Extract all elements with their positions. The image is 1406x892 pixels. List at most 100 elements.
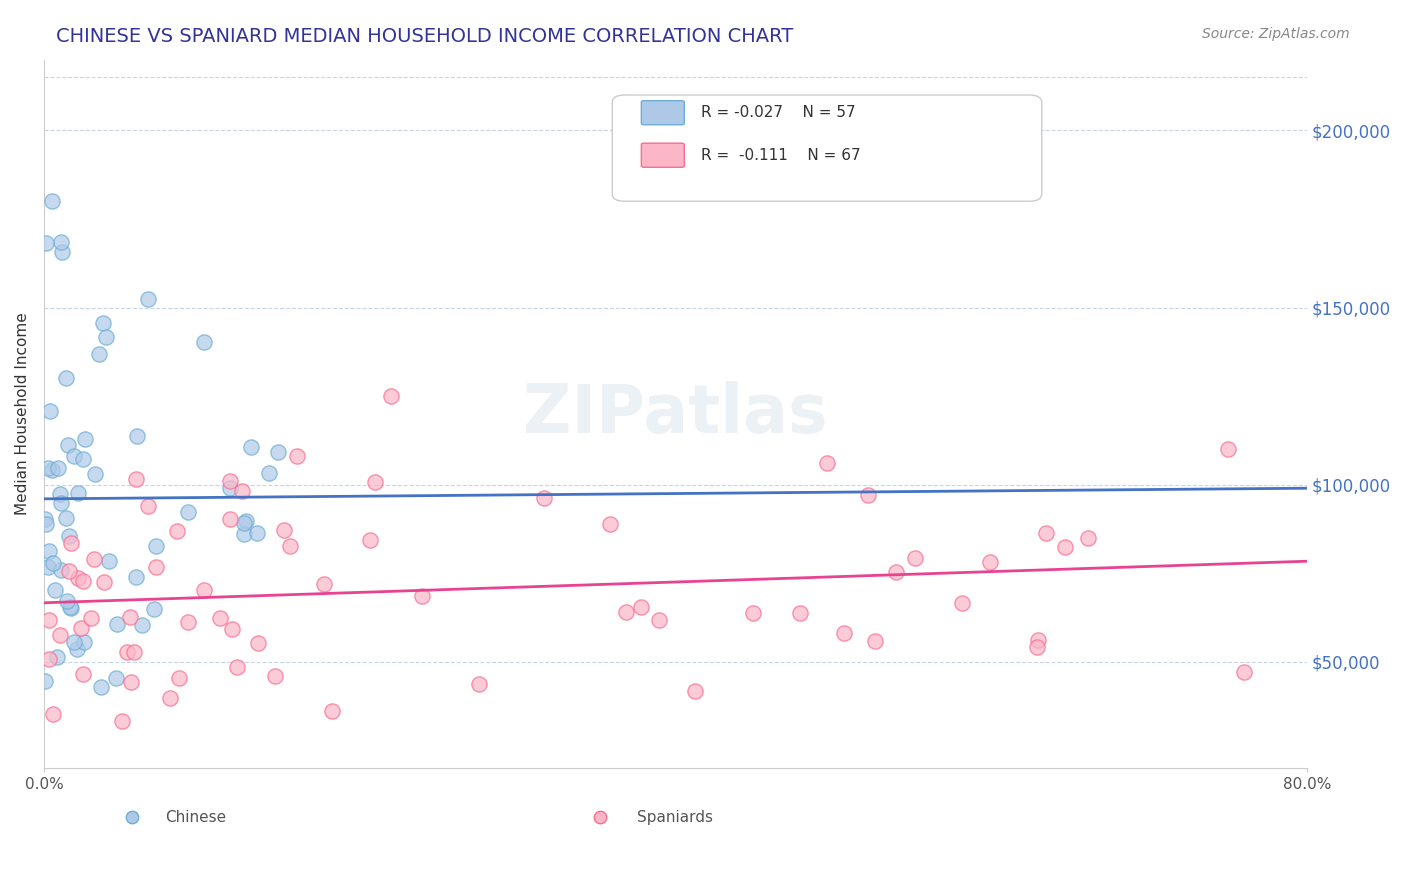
Point — [44, 583, 66, 598]
Point — [67, 571, 90, 585]
Text: Source: ZipAtlas.com: Source: ZipAtlas.com — [1202, 27, 1350, 41]
Point — [75, 432, 97, 446]
Point — [56, 438, 79, 452]
Point — [49, 487, 72, 501]
Point — [41, 194, 63, 209]
Point — [789, 606, 811, 620]
Point — [193, 582, 215, 597]
FancyBboxPatch shape — [641, 101, 685, 125]
Point — [51, 245, 73, 260]
Text: Spaniards: Spaniards — [637, 810, 713, 825]
Point — [264, 669, 287, 683]
Point — [219, 481, 242, 495]
Point — [55, 511, 77, 525]
Point — [169, 671, 191, 685]
Point — [1233, 665, 1256, 680]
Point — [166, 524, 188, 539]
Point — [193, 334, 215, 349]
Point — [815, 456, 838, 470]
Point — [904, 551, 927, 566]
Point — [55, 594, 77, 608]
Point — [83, 552, 105, 566]
Point — [411, 589, 433, 603]
Point — [321, 704, 343, 718]
Point — [232, 526, 254, 541]
Point — [225, 660, 247, 674]
Point — [648, 614, 671, 628]
Point — [39, 404, 62, 418]
Point — [240, 440, 263, 454]
Point — [143, 602, 166, 616]
Point — [208, 611, 231, 625]
Point — [125, 472, 148, 486]
Text: ZIPatlas: ZIPatlas — [523, 381, 828, 447]
Point — [221, 622, 243, 636]
Point — [145, 560, 167, 574]
Point — [742, 607, 765, 621]
Point — [233, 516, 256, 530]
Point — [72, 574, 94, 588]
Point — [90, 680, 112, 694]
Point — [55, 371, 77, 385]
Point — [950, 597, 973, 611]
Point — [49, 235, 72, 250]
Point — [364, 475, 387, 489]
Point — [246, 636, 269, 650]
Text: CHINESE VS SPANIARD MEDIAN HOUSEHOLD INCOME CORRELATION CHART: CHINESE VS SPANIARD MEDIAN HOUSEHOLD INC… — [56, 27, 793, 45]
Point — [246, 526, 269, 541]
Point — [120, 675, 142, 690]
Point — [37, 613, 59, 627]
Text: R = -0.027    N = 57: R = -0.027 N = 57 — [700, 105, 855, 120]
Point — [159, 690, 181, 705]
Point — [38, 544, 60, 558]
Point — [218, 512, 240, 526]
Y-axis label: Median Household Income: Median Household Income — [15, 312, 30, 515]
Point — [235, 514, 257, 528]
Point — [1077, 531, 1099, 545]
Text: Chinese: Chinese — [165, 810, 226, 825]
Point — [35, 235, 58, 250]
Point — [91, 316, 114, 330]
Point — [115, 645, 138, 659]
Point — [35, 517, 58, 532]
Point — [111, 714, 134, 728]
Point — [683, 684, 706, 698]
Point — [231, 483, 253, 498]
Text: R =  -0.111    N = 67: R = -0.111 N = 67 — [700, 148, 860, 162]
Point — [83, 467, 105, 482]
Point — [122, 645, 145, 659]
Point — [136, 292, 159, 306]
Point — [59, 600, 82, 615]
Point — [533, 491, 555, 506]
Point — [60, 601, 83, 615]
Point — [72, 452, 94, 467]
Point — [62, 635, 84, 649]
Point — [58, 564, 80, 578]
Point — [105, 672, 128, 686]
Point — [727, 831, 749, 846]
Point — [34, 512, 56, 526]
Point — [118, 609, 141, 624]
Point — [599, 516, 621, 531]
Point — [468, 677, 491, 691]
Point — [278, 540, 301, 554]
Point — [285, 449, 308, 463]
Point — [1216, 442, 1239, 457]
Point — [70, 621, 93, 635]
Point — [65, 641, 87, 656]
Point — [1026, 633, 1049, 648]
Point — [380, 389, 402, 403]
Point — [41, 706, 63, 721]
Point — [979, 555, 1001, 569]
Point — [125, 569, 148, 583]
Point — [630, 600, 652, 615]
Point — [359, 533, 381, 547]
Point — [63, 449, 86, 463]
Point — [219, 474, 242, 488]
Point — [1025, 640, 1047, 654]
Point — [58, 529, 80, 543]
Point — [136, 500, 159, 514]
Point — [832, 626, 855, 640]
Point — [42, 556, 65, 570]
Point — [863, 634, 886, 648]
